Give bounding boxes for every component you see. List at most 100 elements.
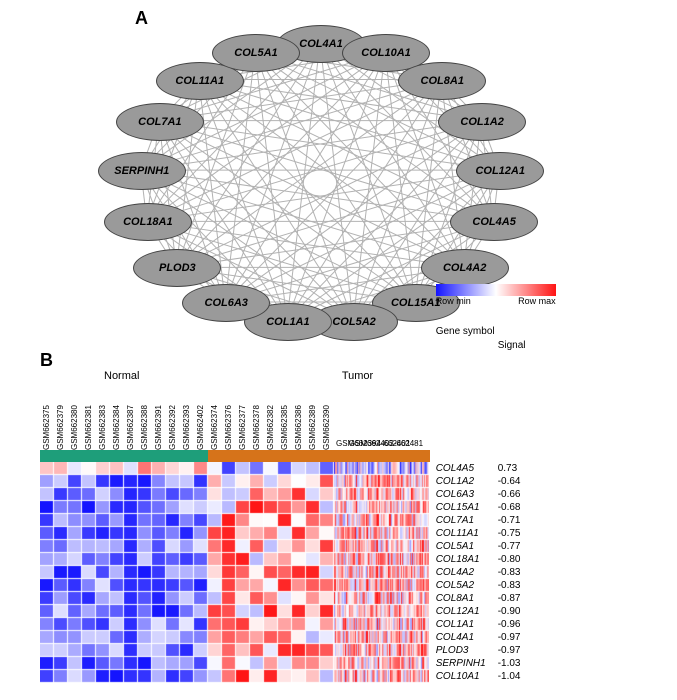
- node-label: COL18A1: [123, 216, 173, 228]
- node-label: COL1A2: [460, 116, 503, 128]
- gene-symbol: SERPINH1: [436, 657, 486, 670]
- node-col12a1: COL12A1: [456, 152, 542, 188]
- gene-symbol: PLOD3: [436, 644, 486, 657]
- gene-symbol: COL8A1: [436, 592, 486, 605]
- sample-id: GSM662393: [182, 405, 191, 450]
- sample-id: GSM662386: [294, 405, 303, 450]
- header-signal: Signal: [498, 340, 526, 351]
- signal-value: -0.64: [498, 475, 521, 488]
- sample-id: GSM662392: [168, 405, 177, 450]
- sample-id: GSM662379: [56, 405, 65, 450]
- gene-symbol: COL4A5: [436, 462, 486, 475]
- sample-ids-row: GSM662375GSM662379GSM662380GSM662381GSM6…: [40, 386, 660, 450]
- group-labels-row: Normal Tumor: [40, 370, 660, 386]
- sample-id: GSM662385: [280, 405, 289, 450]
- signal-value: -0.80: [498, 553, 521, 566]
- sample-range-2: GSM662403-662481: [349, 439, 423, 448]
- node-col18a1: COL18A1: [104, 203, 190, 239]
- signal-value: -0.87: [498, 592, 521, 605]
- group-color-bar: [40, 450, 660, 462]
- node-col6a3: COL6A3: [182, 284, 268, 320]
- legend-max-label: Row max: [518, 296, 556, 306]
- signal-value: -0.83: [498, 579, 521, 592]
- node-col7a1: COL7A1: [116, 103, 202, 139]
- node-col1a2: COL1A2: [438, 103, 524, 139]
- network-diagram: COL4A1 COL10A1 COL8A1 COL1A2 COL12A1 COL4A5 CO…: [95, 15, 545, 325]
- sample-id: GSM662402: [196, 405, 205, 450]
- sample-id: GSM662376: [224, 405, 233, 450]
- heatmap-wrap: COL4A5COL1A2COL6A3COL15A1COL7A1COL11A1CO…: [40, 462, 660, 683]
- gene-symbol: COL10A1: [436, 670, 486, 683]
- gene-symbol: COL1A2: [436, 475, 486, 488]
- gene-symbol-column: COL4A5COL1A2COL6A3COL15A1COL7A1COL11A1CO…: [436, 462, 486, 683]
- legend-gradient: [436, 284, 556, 296]
- node-label: COL4A5: [472, 216, 515, 228]
- node-label: COL12A1: [475, 165, 525, 177]
- node-col4a5: COL4A5: [450, 203, 536, 239]
- legend-min-label: Row min: [436, 296, 471, 306]
- signal-value: -0.77: [498, 540, 521, 553]
- signal-value: -0.71: [498, 514, 521, 527]
- node-label: COL5A1: [234, 47, 277, 59]
- heatmap-panel: Normal Tumor GSM662375 GSM662379 GSM662380…: [40, 370, 660, 683]
- sample-id: GSM662382: [266, 405, 275, 450]
- signal-value: -0.97: [498, 644, 521, 657]
- group-bar-normal: [40, 450, 208, 462]
- color-legend: Row min Row max: [436, 284, 556, 306]
- signal-column: 0.73-0.64-0.66-0.68-0.71-0.75-0.77-0.80-…: [498, 462, 521, 683]
- gene-symbol: COL18A1: [436, 553, 486, 566]
- node-label: SERPINH1: [114, 165, 169, 177]
- node-label: COL6A3: [205, 297, 248, 309]
- gene-symbol: COL4A1: [436, 631, 486, 644]
- node-label: COL5A2: [332, 316, 375, 328]
- signal-value: -1.03: [498, 657, 521, 670]
- signal-value: -0.97: [498, 631, 521, 644]
- gene-symbol: COL11A1: [436, 527, 486, 540]
- sample-id: GSM662383: [98, 405, 107, 450]
- signal-value: 0.73: [498, 462, 521, 475]
- gene-symbol: COL5A2: [436, 579, 486, 592]
- sample-id: GSM662388: [140, 405, 149, 450]
- sample-id: GSM662384: [112, 405, 121, 450]
- gene-symbol: COL6A3: [436, 488, 486, 501]
- signal-value: -0.83: [498, 566, 521, 579]
- node-col4a2: COL4A2: [421, 249, 507, 285]
- signal-value: -0.66: [498, 488, 521, 501]
- panel-b-label: B: [40, 350, 53, 371]
- header-gene-symbol: Gene symbol: [436, 326, 495, 337]
- node-label: COL15A1: [391, 297, 441, 309]
- gene-symbol: COL1A1: [436, 618, 486, 631]
- sample-id: GSM662390: [322, 405, 331, 450]
- group-label-normal: Normal: [104, 370, 139, 382]
- gene-symbol: COL15A1: [436, 501, 486, 514]
- sample-id: GSM662389: [308, 405, 317, 450]
- heatmap-canvas: [40, 462, 429, 683]
- node-serpinh1: SERPINH1: [98, 152, 184, 188]
- sample-id: GSM662387: [126, 405, 135, 450]
- sample-id: GSM662375: [42, 405, 51, 450]
- node-label: COL1A1: [266, 316, 309, 328]
- sample-id: GSM662391: [154, 405, 163, 450]
- sample-id: GSM662378: [252, 405, 261, 450]
- signal-value: -0.96: [498, 618, 521, 631]
- gene-symbol: COL4A2: [436, 566, 486, 579]
- node-label: COL11A1: [175, 75, 224, 87]
- node-label: COL10A1: [361, 47, 411, 59]
- gene-symbol: COL12A1: [436, 605, 486, 618]
- node-label: PLOD3: [159, 262, 196, 274]
- sample-id: GSM662374: [210, 405, 219, 450]
- signal-value: -0.75: [498, 527, 521, 540]
- gene-symbol: COL7A1: [436, 514, 486, 527]
- node-col8a1: COL8A1: [398, 62, 484, 98]
- group-bar-tumor: [208, 450, 430, 462]
- signal-value: -0.68: [498, 501, 521, 514]
- signal-value: -1.04: [498, 670, 521, 683]
- sample-id: GSM662380: [70, 405, 79, 450]
- group-label-tumor: Tumor: [342, 370, 373, 382]
- node-plod3: PLOD3: [133, 249, 219, 285]
- gene-symbol: COL5A1: [436, 540, 486, 553]
- node-label: COL8A1: [421, 75, 464, 87]
- node-col5a1: COL5A1: [212, 34, 298, 70]
- node-label: COL4A1: [299, 38, 342, 50]
- sample-id: GSM662377: [238, 405, 247, 450]
